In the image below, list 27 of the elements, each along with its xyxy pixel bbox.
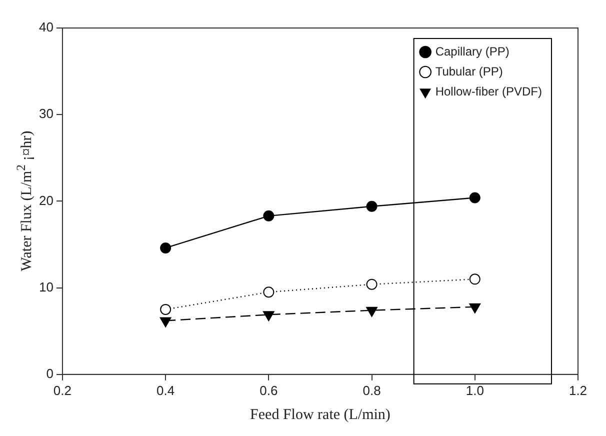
x-axis-title: Feed Flow rate (L/min) <box>250 406 390 423</box>
y-tick-label: 10 <box>38 279 54 294</box>
y-tick-label: 30 <box>38 106 54 122</box>
point <box>160 242 172 254</box>
point <box>366 200 378 212</box>
point <box>366 306 378 317</box>
x-tick-label: 0.6 <box>260 382 278 398</box>
point <box>160 304 172 315</box>
y-tick-label: 20 <box>38 192 54 208</box>
legend-label: Capillary (PP) <box>435 44 510 58</box>
y-tick-label: 40 <box>38 20 54 35</box>
point <box>263 286 274 298</box>
x-tick-label: 1.0 <box>466 382 484 398</box>
y-tick-label: 0 <box>46 366 54 381</box>
legend-label: Hollow-fiber (PVDF) <box>435 84 542 98</box>
x-tick-label: 0.8 <box>362 382 381 398</box>
x-tick-label: 0.2 <box>53 382 72 398</box>
point <box>469 274 480 285</box>
point <box>262 311 274 322</box>
x-tick-label: 0.4 <box>156 382 175 398</box>
point <box>469 303 481 314</box>
point <box>160 317 172 328</box>
point <box>469 192 480 204</box>
point <box>263 210 274 222</box>
x-tick-label: 1.2 <box>568 382 588 398</box>
legend-label: Tubular (PP) <box>435 64 503 78</box>
point <box>366 278 378 290</box>
